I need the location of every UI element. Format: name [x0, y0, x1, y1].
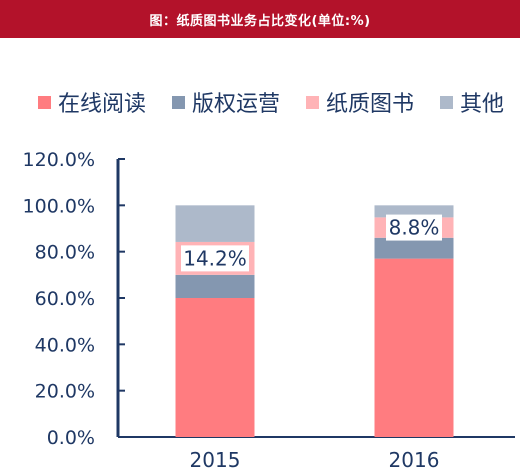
data-label-box-1: [386, 214, 442, 241]
data-label-1: 8.8%: [389, 216, 440, 240]
legend-label-2: 纸质图书: [326, 92, 414, 117]
bar-segment-2015-1: [175, 274, 255, 298]
data-label-box-0: [181, 245, 249, 272]
bar-segment-2016-0: [374, 258, 454, 437]
legend-swatch-2: [306, 96, 319, 109]
x-tick-label-1: 2016: [389, 448, 440, 472]
y-tick-label-0: 0.0%: [47, 427, 95, 449]
chart-title: 图：纸质图书业务占比变化(单位:%): [0, 0, 520, 38]
legend-swatch-1: [172, 96, 185, 109]
legend-label-1: 版权运营: [192, 92, 280, 117]
bar-segment-2016-1: [374, 237, 454, 259]
y-tick-label-3: 60.0%: [35, 288, 95, 310]
x-tick-label-0: 2015: [190, 448, 241, 472]
bar-segment-2015-3: [175, 205, 255, 242]
bar-segment-2016-3: [374, 205, 454, 218]
y-tick-label-5: 100.0%: [23, 195, 95, 217]
data-label-0: 14.2%: [183, 246, 247, 270]
legend-label-0: 在线阅读: [58, 92, 146, 117]
legend-label-3: 其他: [460, 92, 504, 117]
y-tick-label-1: 20.0%: [35, 381, 95, 403]
legend-swatch-0: [38, 96, 51, 109]
legend-swatch-3: [440, 96, 453, 109]
bar-segment-2015-0: [175, 298, 255, 437]
y-tick-label-4: 80.0%: [35, 242, 95, 264]
y-tick-label-6: 120.0%: [23, 149, 95, 171]
y-tick-label-2: 40.0%: [35, 334, 95, 356]
